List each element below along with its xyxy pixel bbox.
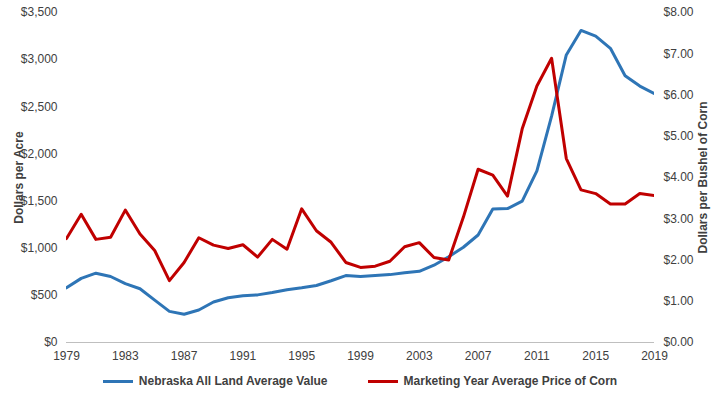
svg-text:1995: 1995 bbox=[288, 349, 315, 363]
svg-text:$2.00: $2.00 bbox=[664, 253, 694, 267]
svg-text:$3,500: $3,500 bbox=[21, 5, 58, 19]
svg-text:$4.00: $4.00 bbox=[664, 170, 694, 184]
svg-text:2011: 2011 bbox=[524, 349, 550, 363]
svg-text:1991: 1991 bbox=[230, 349, 257, 363]
svg-text:$2,500: $2,500 bbox=[21, 100, 58, 114]
svg-text:2003: 2003 bbox=[406, 349, 433, 363]
svg-text:$3.00: $3.00 bbox=[664, 212, 694, 226]
svg-text:$5.00: $5.00 bbox=[664, 129, 694, 143]
svg-text:$0.00: $0.00 bbox=[664, 335, 694, 349]
html-text:Nebraska All Land Average Valu: Nebraska All Land Average Value bbox=[138, 374, 328, 388]
svg-text:1987: 1987 bbox=[171, 349, 198, 363]
svg-text:$6.00: $6.00 bbox=[664, 88, 694, 102]
svg-text:$500: $500 bbox=[31, 288, 58, 302]
svg-text:$1,000: $1,000 bbox=[21, 241, 58, 255]
svg-text:$7.00: $7.00 bbox=[664, 47, 694, 61]
svg-text:2015: 2015 bbox=[582, 349, 609, 363]
svg-text:2019: 2019 bbox=[641, 349, 668, 363]
svg-text:2007: 2007 bbox=[465, 349, 492, 363]
svg-text:1999: 1999 bbox=[347, 349, 374, 363]
svg-text:$3,000: $3,000 bbox=[21, 52, 58, 66]
svg-text:Dollars per Bushel of Corn: Dollars per Bushel of Corn bbox=[696, 101, 710, 253]
svg-text:$8.00: $8.00 bbox=[664, 5, 694, 19]
html-text:Marketing Year Average Price o: Marketing Year Average Price of Corn bbox=[403, 374, 618, 388]
svg-text:1983: 1983 bbox=[112, 349, 139, 363]
svg-text:$2,000: $2,000 bbox=[21, 147, 58, 161]
svg-text:$1,500: $1,500 bbox=[21, 194, 58, 208]
svg-text:$0: $0 bbox=[44, 335, 58, 349]
svg-text:Dollars per Acre: Dollars per Acre bbox=[12, 131, 26, 224]
svg-text:1979: 1979 bbox=[53, 349, 80, 363]
svg-text:$1.00: $1.00 bbox=[664, 294, 694, 308]
